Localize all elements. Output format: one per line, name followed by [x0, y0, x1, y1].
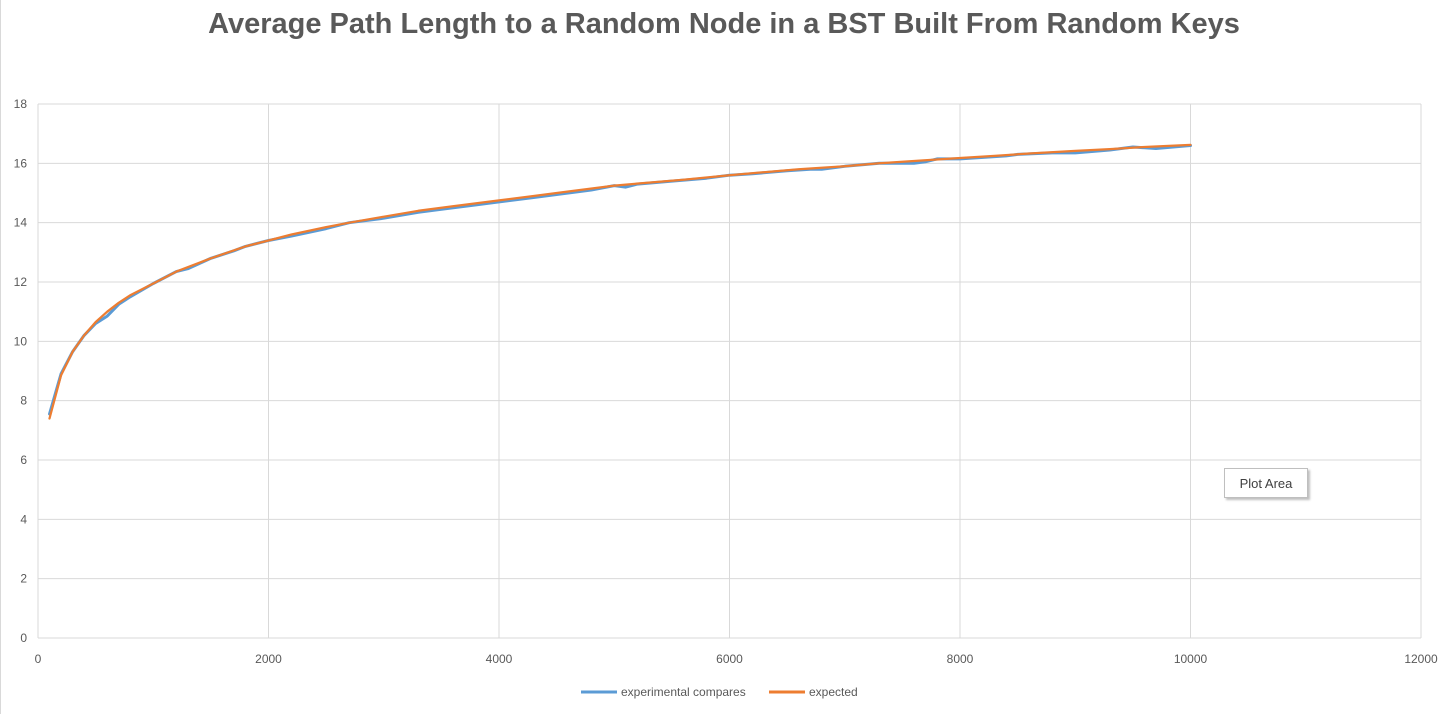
series-lines: [48, 143, 1192, 420]
legend: experimental compares expected: [581, 685, 858, 699]
y-tick-label: 0: [20, 631, 27, 645]
y-tick-label: 16: [14, 156, 28, 170]
x-tick-label: 0: [35, 652, 42, 666]
series-line-expected: [48, 143, 1192, 420]
gridlines: [37, 103, 1422, 639]
chart-title: Average Path Length to a Random Node in …: [208, 8, 1240, 40]
tooltip-label: Plot Area: [1239, 475, 1293, 491]
x-tick-label: 10000: [1174, 652, 1208, 666]
x-tick-label: 8000: [947, 652, 974, 666]
plot-area-tooltip: Plot Area: [1224, 468, 1308, 498]
x-tick-label: 6000: [716, 652, 743, 666]
y-tick-label: 12: [14, 275, 28, 289]
y-tick-label: 4: [20, 512, 27, 526]
y-tick-label: 2: [20, 572, 27, 586]
y-tick-label: 10: [14, 334, 28, 348]
y-tick-label: 14: [14, 216, 28, 230]
legend-label: experimental compares: [621, 685, 746, 699]
x-tick-label: 12000: [1404, 652, 1438, 666]
axes: 0 2 4 6 8 10 12 14 16 18 0 2000 4000 6000 8000 10000 120…: [14, 97, 1438, 666]
legend-label: expected: [809, 685, 858, 699]
x-tick-label: 2000: [255, 652, 282, 666]
y-tick-label: 6: [20, 453, 27, 467]
x-tick-label: 4000: [486, 652, 513, 666]
y-tick-label: 18: [14, 97, 28, 111]
y-tick-label: 8: [20, 394, 27, 408]
